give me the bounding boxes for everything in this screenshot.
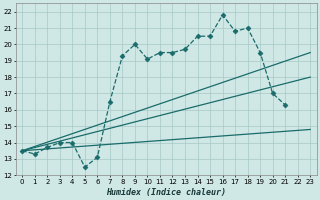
X-axis label: Humidex (Indice chaleur): Humidex (Indice chaleur) xyxy=(106,188,226,197)
